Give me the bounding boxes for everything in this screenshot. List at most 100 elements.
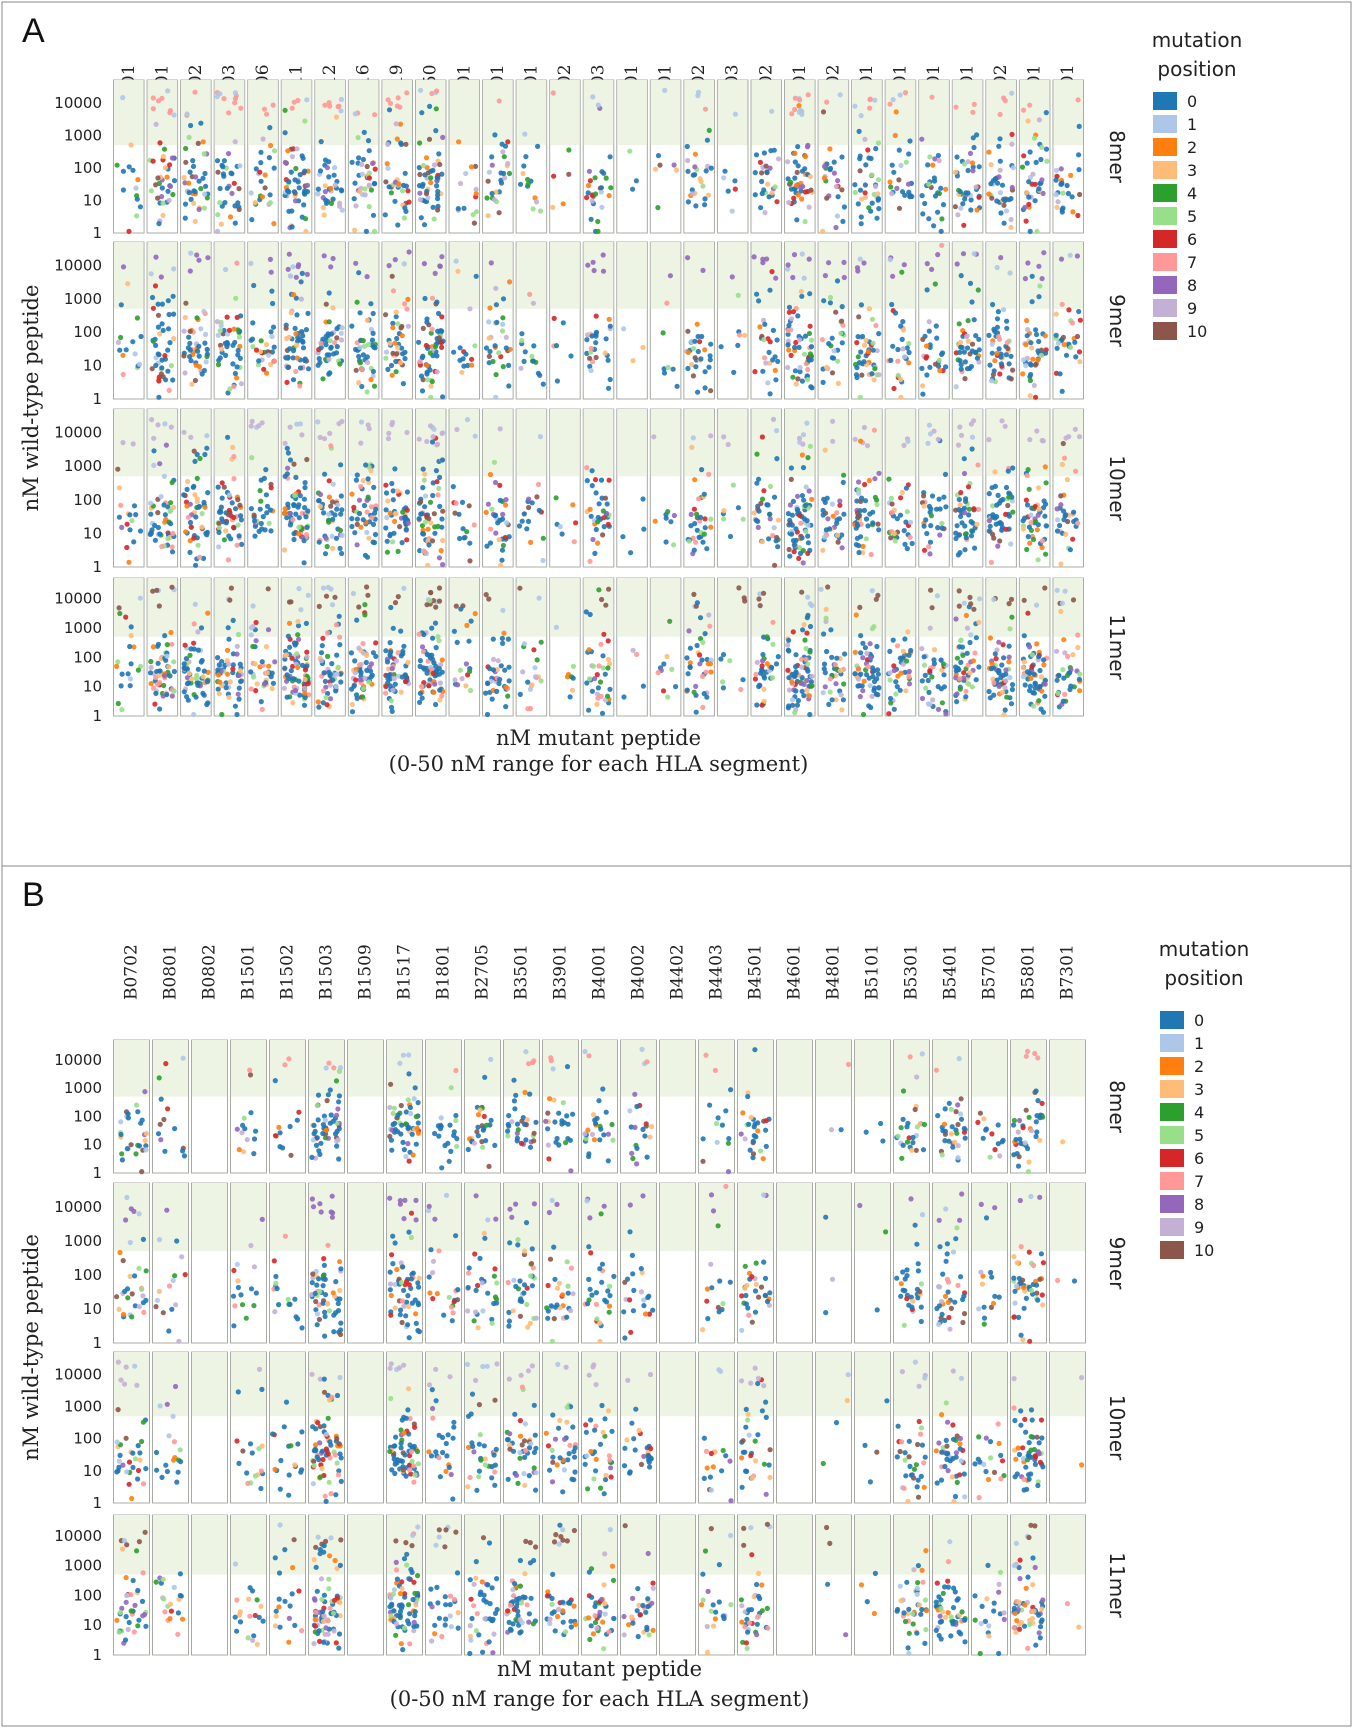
data-point bbox=[758, 500, 764, 506]
threshold-band bbox=[1053, 242, 1083, 309]
data-point bbox=[960, 251, 967, 257]
data-point bbox=[953, 384, 959, 390]
data-point bbox=[527, 291, 533, 297]
data-point bbox=[859, 333, 866, 340]
data-point bbox=[395, 594, 401, 600]
allele-label: B5401 bbox=[941, 944, 961, 1000]
data-point bbox=[869, 371, 875, 377]
data-point bbox=[702, 106, 709, 112]
data-point bbox=[793, 537, 799, 544]
data-point bbox=[792, 710, 798, 716]
data-point bbox=[689, 362, 695, 368]
data-point bbox=[115, 700, 121, 707]
data-point bbox=[358, 484, 364, 490]
data-point bbox=[250, 643, 256, 650]
data-point bbox=[231, 384, 237, 390]
threshold-band bbox=[114, 242, 144, 309]
data-point bbox=[796, 435, 803, 441]
data-point bbox=[898, 162, 904, 168]
data-point bbox=[292, 177, 298, 183]
data-point bbox=[226, 110, 232, 116]
data-point bbox=[301, 702, 308, 708]
data-point bbox=[393, 510, 399, 517]
data-point bbox=[127, 512, 133, 518]
data-point bbox=[500, 296, 507, 302]
data-point bbox=[929, 266, 935, 272]
data-point bbox=[201, 668, 207, 674]
data-point bbox=[248, 625, 254, 631]
data-point bbox=[754, 702, 760, 708]
data-point bbox=[928, 513, 935, 519]
data-point bbox=[440, 394, 446, 400]
data-point bbox=[426, 542, 432, 548]
data-point bbox=[457, 345, 463, 351]
data-point bbox=[799, 293, 805, 299]
data-point bbox=[194, 315, 200, 321]
data-point bbox=[327, 696, 334, 702]
data-point bbox=[432, 530, 438, 536]
data-point bbox=[403, 1154, 409, 1160]
data-point bbox=[383, 683, 389, 690]
data-point bbox=[253, 619, 259, 626]
data-point bbox=[864, 650, 870, 657]
data-point bbox=[316, 539, 322, 545]
data-point bbox=[633, 178, 640, 184]
data-point bbox=[702, 196, 708, 202]
legend-label: 9 bbox=[1187, 299, 1197, 318]
data-point bbox=[896, 147, 902, 153]
data-point bbox=[932, 193, 939, 199]
data-point bbox=[136, 1143, 142, 1149]
data-point bbox=[926, 216, 932, 222]
data-point bbox=[787, 502, 794, 508]
data-point bbox=[1001, 711, 1007, 718]
data-point bbox=[704, 137, 711, 143]
data-point bbox=[402, 356, 408, 362]
data-point bbox=[641, 526, 647, 532]
data-point bbox=[1002, 197, 1008, 204]
data-point bbox=[431, 426, 437, 432]
data-point bbox=[153, 690, 159, 697]
data-point bbox=[362, 602, 368, 608]
data-point bbox=[788, 186, 795, 192]
data-point bbox=[594, 701, 600, 708]
threshold-band bbox=[114, 80, 144, 146]
data-point bbox=[421, 477, 427, 483]
data-point bbox=[199, 510, 205, 517]
data-point bbox=[795, 313, 801, 319]
data-point bbox=[465, 362, 471, 369]
data-point bbox=[395, 95, 401, 101]
data-point bbox=[786, 199, 792, 206]
data-point bbox=[415, 1130, 421, 1136]
data-point bbox=[181, 689, 187, 695]
data-point bbox=[999, 689, 1006, 695]
data-point bbox=[836, 516, 843, 522]
data-point bbox=[708, 669, 714, 675]
data-point bbox=[491, 197, 498, 203]
data-point bbox=[304, 182, 311, 188]
data-point bbox=[390, 1110, 396, 1116]
data-point bbox=[1043, 501, 1049, 507]
data-point bbox=[922, 672, 928, 679]
data-point bbox=[1006, 197, 1012, 203]
data-point bbox=[891, 706, 897, 712]
data-point bbox=[242, 1126, 248, 1132]
data-point bbox=[412, 1085, 418, 1091]
data-point bbox=[492, 513, 498, 519]
data-point bbox=[318, 139, 324, 145]
data-point bbox=[1024, 160, 1030, 166]
data-point bbox=[349, 491, 355, 497]
data-point bbox=[391, 1105, 397, 1111]
data-point bbox=[483, 1138, 489, 1144]
data-point bbox=[171, 668, 177, 675]
data-point bbox=[855, 268, 861, 274]
data-point bbox=[131, 503, 138, 509]
data-point bbox=[962, 510, 968, 516]
data-point bbox=[874, 348, 880, 354]
data-point bbox=[853, 612, 859, 618]
data-point bbox=[899, 269, 905, 275]
data-point bbox=[237, 661, 243, 667]
data-point bbox=[429, 326, 435, 332]
data-point bbox=[1067, 670, 1073, 676]
data-point bbox=[359, 366, 365, 372]
data-point bbox=[291, 461, 297, 467]
